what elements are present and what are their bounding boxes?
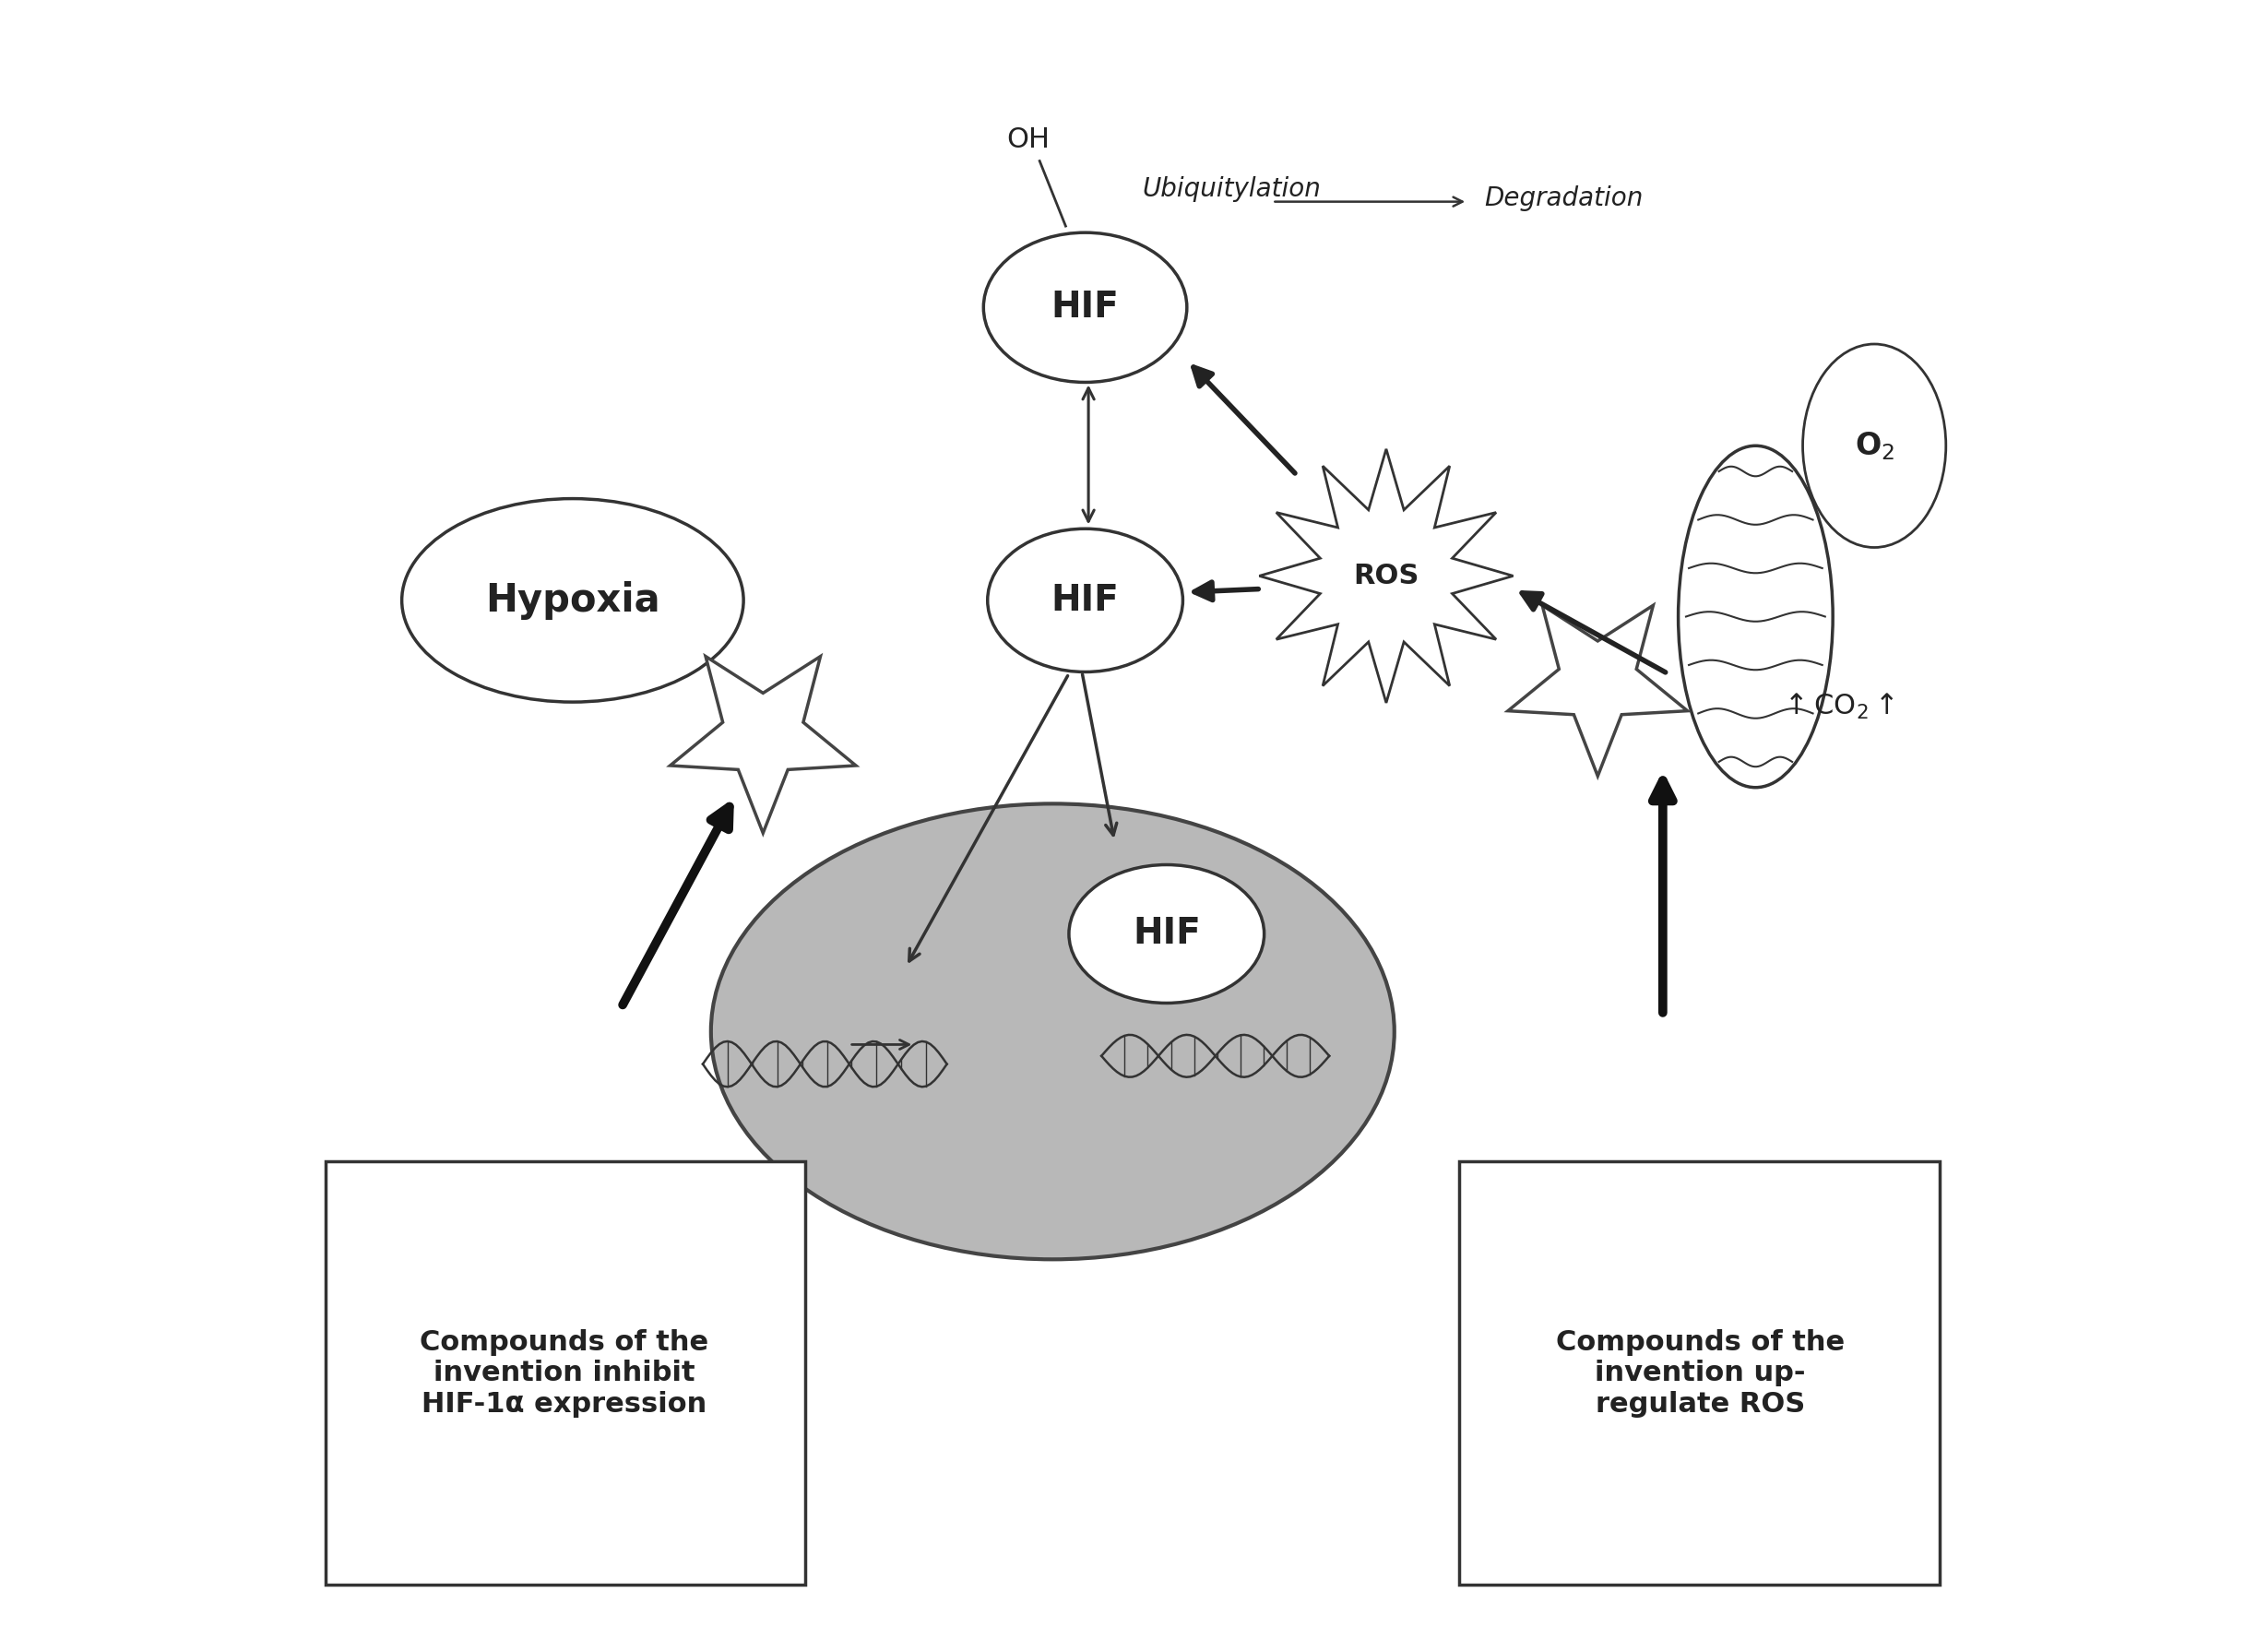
Text: Ubiquitylation: Ubiquitylation: [1143, 175, 1320, 202]
Ellipse shape: [984, 233, 1186, 382]
Text: Compounds of the
invention inhibit
HIF-1α expression: Compounds of the invention inhibit HIF-1…: [420, 1328, 710, 1417]
Polygon shape: [669, 656, 855, 833]
Text: Degradation: Degradation: [1483, 185, 1642, 212]
FancyBboxPatch shape: [324, 1161, 805, 1584]
Polygon shape: [1508, 605, 1687, 776]
Ellipse shape: [1678, 446, 1833, 787]
FancyBboxPatch shape: [1458, 1161, 1939, 1584]
Ellipse shape: [987, 528, 1184, 672]
Text: ROS: ROS: [1354, 563, 1420, 589]
Text: $\uparrow$CO$_2$$\uparrow$: $\uparrow$CO$_2$$\uparrow$: [1780, 692, 1894, 722]
Text: HIF: HIF: [1050, 290, 1118, 325]
Ellipse shape: [710, 804, 1395, 1260]
Text: Hypoxia: Hypoxia: [485, 581, 660, 620]
Polygon shape: [1259, 449, 1513, 704]
Ellipse shape: [1803, 344, 1946, 548]
Text: HIF: HIF: [1132, 917, 1200, 951]
Text: Compounds of the
invention up-
regulate ROS: Compounds of the invention up- regulate …: [1556, 1328, 1844, 1417]
Ellipse shape: [401, 499, 744, 702]
Text: HIF: HIF: [1050, 582, 1118, 618]
Text: O$_2$: O$_2$: [1855, 430, 1894, 462]
Text: OH: OH: [1007, 126, 1050, 153]
Ellipse shape: [1068, 864, 1263, 1004]
